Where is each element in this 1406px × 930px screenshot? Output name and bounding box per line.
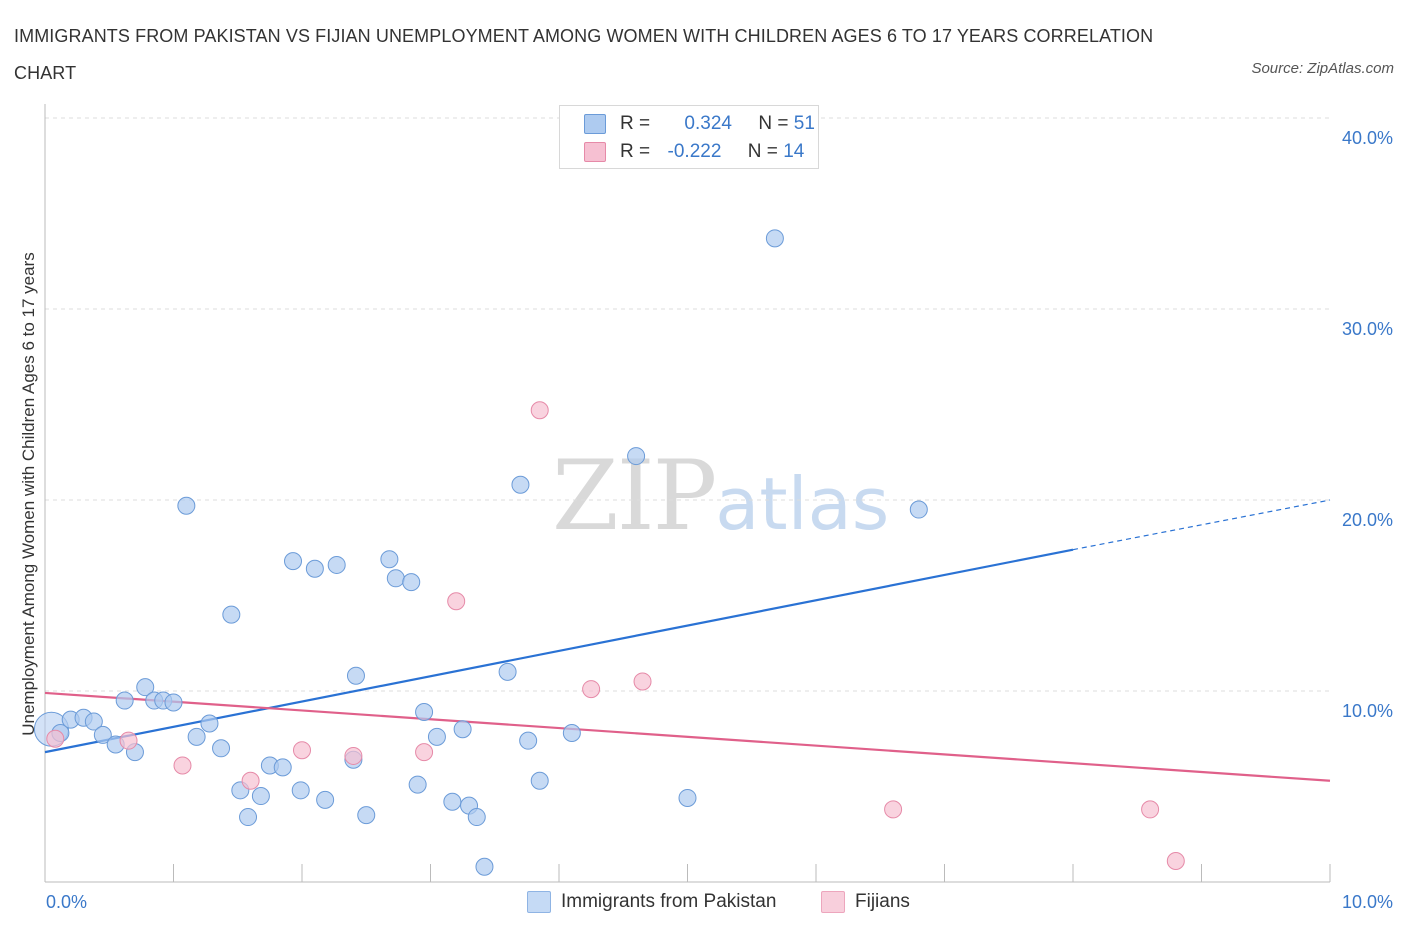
point-pakistan xyxy=(380,550,399,569)
point-pakistan xyxy=(467,808,486,827)
axes xyxy=(44,104,1331,883)
trend-lines xyxy=(44,499,1331,782)
y-tick-label: 30.0% xyxy=(1342,319,1393,339)
point-pakistan xyxy=(498,662,517,681)
trend-line-pakistan xyxy=(44,548,1074,754)
legend-n-value: 51 xyxy=(793,113,815,134)
point-fijians xyxy=(1166,851,1185,870)
legend-swatch-pakistan xyxy=(584,114,606,134)
point-pakistan xyxy=(316,790,335,809)
point-pakistan xyxy=(453,720,472,739)
point-fijians xyxy=(1141,800,1160,819)
point-pakistan xyxy=(627,447,646,466)
point-pakistan xyxy=(291,781,310,800)
point-fijians xyxy=(447,592,466,611)
point-pakistan xyxy=(357,806,376,825)
grid-lines xyxy=(45,117,1330,692)
point-fijians xyxy=(241,771,260,790)
point-pakistan xyxy=(678,788,697,807)
point-pakistan xyxy=(273,758,292,777)
point-pakistan xyxy=(93,725,112,744)
point-pakistan xyxy=(136,678,155,697)
legend-row-pakistan: R = 0.324 N = 51 xyxy=(584,113,815,135)
chart-title: IMMIGRANTS FROM PAKISTAN VS FIJIAN UNEMP… xyxy=(14,26,1154,83)
legend-swatch-fijians xyxy=(584,142,606,162)
point-pakistan xyxy=(402,573,421,592)
legend-r-value: 0.324 xyxy=(684,113,732,134)
watermark-atlas: atlas xyxy=(715,462,890,546)
x-tick-label-min: 0.0% xyxy=(46,892,87,912)
tick-labels: 10.0% 20.0% 30.0% 40.0% 0.0% 10.0% xyxy=(46,128,1393,912)
point-pakistan xyxy=(511,475,530,494)
point-pakistan xyxy=(530,771,549,790)
point-pakistan xyxy=(115,691,134,710)
series-legend-fijians[interactable]: Fijians xyxy=(821,890,910,914)
legend-row-fijians: R = -0.222 N = 14 xyxy=(584,141,804,163)
point-pakistan xyxy=(187,727,206,746)
point-pakistan xyxy=(415,703,434,722)
point-fijians xyxy=(582,680,601,699)
point-pakistan xyxy=(200,714,219,733)
point-fijians xyxy=(633,672,652,691)
point-pakistan xyxy=(327,555,346,574)
point-fijians xyxy=(293,741,311,760)
point-pakistan xyxy=(386,569,405,588)
point-fijians xyxy=(344,746,363,765)
legend-r-value: -0.222 xyxy=(667,141,722,162)
source-label: Source: ZipAtlas.com xyxy=(1251,60,1394,77)
series-swatch-pakistan xyxy=(527,891,551,913)
point-fijians xyxy=(884,800,903,819)
point-pakistan xyxy=(84,712,103,731)
point-pakistan xyxy=(212,739,231,758)
x-tick-label-max: 10.0% xyxy=(1342,892,1393,912)
stats-legend: R = 0.324 N = 51 R = -0.222 N = 14 xyxy=(559,105,819,169)
legend-n-label: N = xyxy=(747,141,778,162)
point-pakistan xyxy=(284,552,303,571)
point-pakistan xyxy=(164,693,183,712)
point-pakistan xyxy=(239,808,258,827)
point-pakistan xyxy=(427,727,446,746)
point-pakistan xyxy=(765,229,784,248)
legend-n-label: N = xyxy=(758,113,789,134)
point-pakistan xyxy=(305,559,324,578)
y-tick-label: 10.0% xyxy=(1342,701,1393,721)
trend-line-fijians xyxy=(44,691,1331,782)
point-fijians xyxy=(173,756,192,775)
series-legend-pakistan[interactable]: Immigrants from Pakistan xyxy=(527,890,776,914)
point-pakistan xyxy=(408,775,427,794)
trend-extension-pakistan xyxy=(1072,499,1331,551)
data-points xyxy=(33,229,1185,876)
point-pakistan xyxy=(562,724,581,743)
point-pakistan xyxy=(909,500,928,519)
point-pakistan xyxy=(177,496,196,515)
point-pakistan xyxy=(443,792,462,811)
point-fijians xyxy=(415,743,434,762)
point-fijians xyxy=(119,731,138,750)
series-label-fijians: Fijians xyxy=(855,891,910,912)
series-label-pakistan: Immigrants from Pakistan xyxy=(561,891,777,912)
point-pakistan xyxy=(222,605,241,624)
point-pakistan xyxy=(519,731,538,750)
point-pakistan xyxy=(475,857,494,876)
y-tick-label: 20.0% xyxy=(1342,510,1393,530)
point-pakistan xyxy=(251,787,270,806)
legend-r-label: R = xyxy=(620,113,651,134)
series-swatch-fijians xyxy=(821,891,845,913)
point-pakistan xyxy=(346,666,365,685)
legend-r-label: R = xyxy=(620,141,651,162)
point-fijians xyxy=(530,401,549,420)
point-fijians xyxy=(46,729,65,748)
y-tick-label: 40.0% xyxy=(1342,128,1393,148)
legend-n-value: 14 xyxy=(783,141,805,162)
